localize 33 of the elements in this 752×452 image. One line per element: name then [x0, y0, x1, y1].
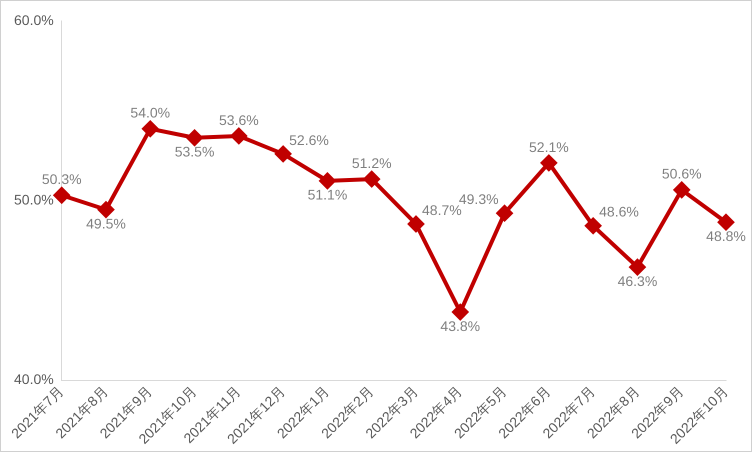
y-tick-label: 50.0% — [14, 192, 54, 208]
data-label: 52.1% — [529, 138, 569, 155]
data-label: 51.1% — [308, 186, 348, 203]
point — [364, 171, 380, 188]
data-label: 43.8% — [440, 318, 480, 334]
data-label: 53.6% — [218, 112, 259, 128]
point — [452, 304, 468, 320]
point — [275, 146, 292, 162]
data-label: 48.6% — [599, 204, 639, 220]
data-label: 51.2% — [352, 154, 392, 171]
y-tick-label: 60.0% — [14, 12, 54, 28]
point — [629, 259, 646, 276]
data-label: 50.6% — [662, 166, 702, 182]
point — [585, 218, 602, 234]
data-label: 52.6% — [289, 132, 329, 148]
point — [540, 154, 557, 171]
point — [54, 187, 70, 204]
point — [674, 182, 690, 198]
point — [98, 202, 114, 218]
point — [496, 205, 513, 222]
point — [319, 172, 336, 189]
data-label: 46.3% — [618, 272, 658, 289]
point — [718, 214, 734, 230]
point — [142, 120, 158, 137]
point — [186, 130, 203, 146]
data-label: 50.3% — [42, 171, 82, 188]
data-label: 49.5% — [86, 215, 126, 232]
data-label: 48.8% — [706, 228, 746, 244]
data-label: 53.5% — [174, 144, 214, 160]
y-tick-label: 40.0% — [14, 371, 54, 388]
data-label: 54.0% — [130, 104, 170, 121]
point — [230, 128, 247, 144]
point — [408, 216, 424, 232]
